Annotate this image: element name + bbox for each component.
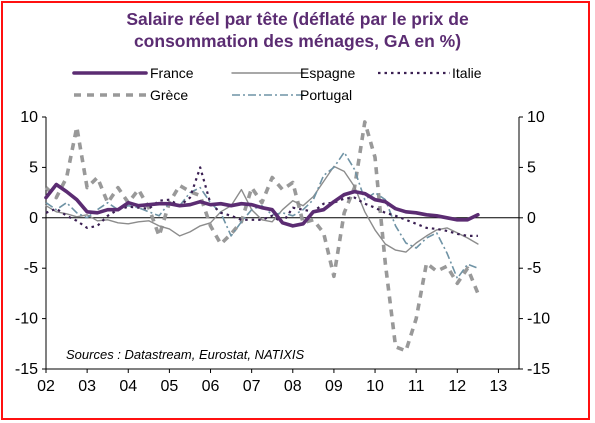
x-tick-label: 10	[366, 378, 384, 395]
x-tick-label: 08	[284, 378, 302, 395]
y-tick-label-right: -15	[527, 361, 550, 378]
y-tick-label-right: 0	[527, 210, 536, 227]
legend: France Espagne Italie Grèce Portugal	[72, 65, 482, 103]
source-note: Sources : Datastream, Eurostat, NATIXIS	[66, 347, 305, 362]
x-tick-label: 02	[37, 378, 55, 395]
series-line-portugal	[45, 151, 479, 280]
y-tick-label-left: -15	[15, 361, 38, 378]
series-line-espagne	[45, 165, 479, 253]
y-axis-right: 10 5 0 -5 -10 -15	[519, 109, 550, 378]
legend-label-grèce: Grèce	[150, 87, 188, 103]
y-tick-label-right: 5	[527, 159, 536, 176]
y-tick-label-left: 0	[29, 210, 38, 227]
y-tick-label-left: 10	[20, 109, 38, 126]
y-tick-label-left: -5	[24, 260, 38, 277]
legend-label-italie: Italie	[452, 65, 482, 81]
x-tick-label: 07	[243, 378, 261, 395]
chart-title-line-2: consommation des ménages, GA en %)	[133, 31, 462, 51]
x-tick-label: 06	[202, 378, 220, 395]
series-group	[44, 120, 480, 353]
y-axis-left: 10 5 0 -5 -10 -15	[15, 109, 46, 378]
y-tick-label-right: 10	[527, 109, 545, 126]
y-tick-label-left: -10	[15, 311, 38, 328]
y-tick-label-left: 5	[29, 159, 38, 176]
y-tick-label-right: -5	[527, 260, 541, 277]
x-tick-label: 05	[160, 378, 178, 395]
legend-label-espagne: Espagne	[300, 65, 355, 81]
x-tick-label: 09	[325, 378, 343, 395]
x-axis: 02 03 04 05 06 07 08 09 10 11 12 13	[37, 369, 507, 395]
x-tick-label: 12	[448, 378, 466, 395]
x-tick-label: 03	[78, 378, 96, 395]
legend-label-portugal: Portugal	[300, 87, 352, 103]
x-tick-label: 13	[490, 378, 508, 395]
x-tick-label: 11	[408, 378, 425, 395]
series-line-france	[44, 182, 480, 228]
y-tick-label-right: -10	[527, 311, 550, 328]
series-line-grèce	[44, 120, 480, 353]
plot-area	[45, 117, 520, 370]
chart-title-line-1: Salaire réel par tête (déflaté par le pr…	[126, 9, 469, 29]
legend-label-france: France	[150, 65, 194, 81]
x-tick-label: 04	[119, 378, 137, 395]
